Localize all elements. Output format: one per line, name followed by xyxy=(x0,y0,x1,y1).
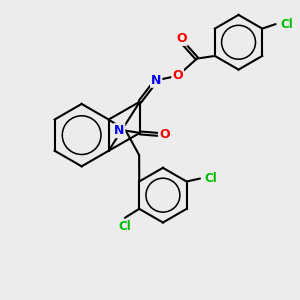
Text: O: O xyxy=(176,32,187,45)
Text: Cl: Cl xyxy=(280,18,293,31)
Text: O: O xyxy=(159,128,169,141)
Text: O: O xyxy=(172,69,183,82)
Text: Cl: Cl xyxy=(204,172,217,185)
Text: Cl: Cl xyxy=(118,220,131,233)
Text: N: N xyxy=(114,124,124,137)
Text: N: N xyxy=(151,74,161,87)
